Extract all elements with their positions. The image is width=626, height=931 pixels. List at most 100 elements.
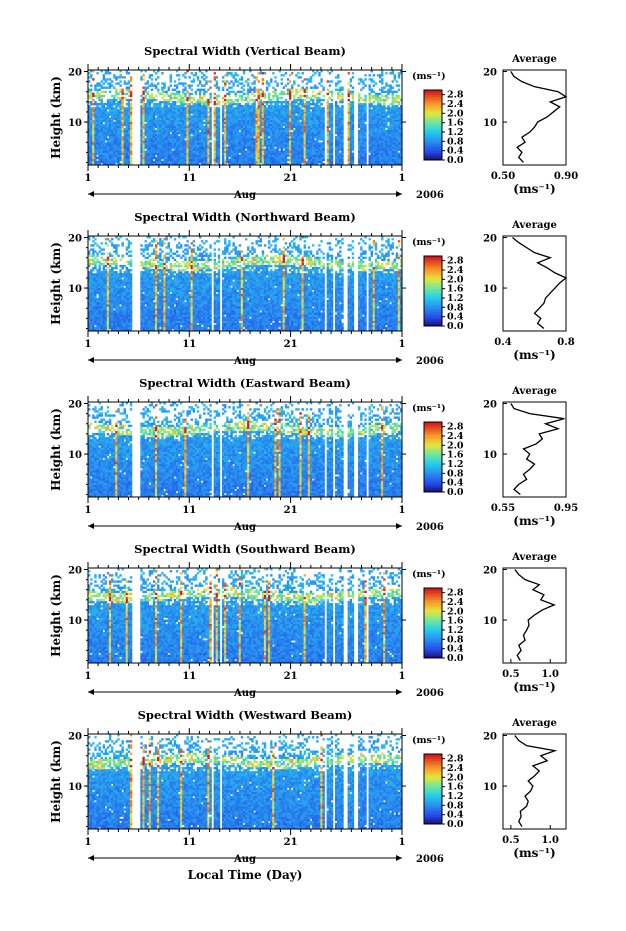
heatmap-cell	[295, 121, 298, 124]
heatmap-cell	[328, 119, 332, 122]
heatmap-frame	[87, 69, 403, 166]
heatmap-cell	[339, 80, 342, 83]
heatmap-cell	[201, 117, 204, 120]
heatmap-cell	[265, 156, 269, 160]
heatmap-cell	[320, 121, 323, 124]
heatmap-cell	[190, 162, 193, 166]
heatmap-cell	[360, 146, 363, 149]
heatmap-cell	[154, 125, 158, 129]
heatmap-cell	[121, 117, 124, 120]
heatmap-cell	[92, 162, 95, 166]
heatmap-cell	[378, 103, 382, 106]
heatmap-cell	[207, 142, 210, 145]
heatmap-cell	[215, 109, 219, 112]
heatmap-cell	[364, 136, 367, 139]
heatmap-cell	[230, 144, 233, 147]
heatmap-cell	[230, 119, 233, 122]
heatmap-cell	[270, 121, 273, 124]
heatmap-cell	[207, 111, 210, 114]
heatmap-cell	[368, 156, 371, 160]
heatmap-cell	[192, 160, 196, 164]
heatmap-cell	[301, 129, 304, 133]
heatmap-cell	[157, 121, 160, 124]
heatmap-cell	[100, 109, 103, 112]
heatmap-cell	[378, 92, 382, 96]
heatmap-cell	[96, 146, 99, 149]
heatmap-cell	[144, 90, 147, 94]
heatmap-cell	[249, 152, 252, 155]
heatmap-cell	[387, 131, 390, 135]
heatmap-cell	[117, 134, 120, 137]
heatmap-cell	[125, 158, 129, 162]
heatmap-cell	[374, 94, 378, 98]
heatmap-cell	[201, 123, 204, 127]
heatmap-cell	[125, 125, 129, 129]
heatmap-cell	[178, 162, 181, 166]
heatmap-cell	[247, 90, 250, 94]
heatmap-cell	[232, 131, 235, 135]
heatmap-cell	[142, 96, 145, 100]
heatmap-cell	[90, 74, 93, 77]
heatmap-cell	[171, 103, 175, 106]
heatmap-cell	[286, 150, 290, 153]
heatmap-cell	[127, 82, 131, 85]
heatmap-cell	[385, 156, 388, 160]
heatmap-cell	[201, 105, 204, 108]
heatmap-cell	[399, 142, 403, 145]
heatmap-cell	[387, 109, 390, 112]
heatmap-cell	[171, 119, 175, 122]
heatmap-cell	[106, 72, 110, 75]
heatmap-cell	[322, 134, 325, 137]
heatmap-cell	[111, 140, 114, 143]
heatmap-cell	[320, 107, 323, 110]
heatmap-cell	[280, 134, 283, 137]
heatmap-cell	[148, 136, 152, 139]
heatmap-cell	[148, 105, 152, 108]
heatmap-cell	[274, 105, 277, 108]
heatmap-cell	[393, 107, 397, 110]
heatmap-cell	[378, 121, 382, 124]
heatmap-cell	[393, 156, 397, 160]
heatmap-cell	[140, 76, 143, 79]
heatmap-cell	[293, 111, 296, 114]
heatmap-cell	[171, 162, 175, 166]
heatmap-cell	[280, 152, 283, 155]
heatmap-cell	[381, 109, 384, 112]
heatmap-cell	[247, 105, 250, 108]
heatmap-cell	[288, 125, 292, 129]
heatmap-cell	[90, 150, 93, 153]
heatmap-cell	[203, 84, 206, 87]
heatmap-cell	[111, 84, 114, 87]
heatmap-cell	[378, 125, 382, 129]
heatmap-cell	[337, 160, 340, 164]
heatmap-cell	[198, 156, 202, 160]
heatmap-cell	[94, 86, 97, 89]
heatmap-cell	[381, 113, 384, 116]
heatmap-cell	[257, 138, 260, 141]
heatmap-cell	[288, 136, 292, 139]
heatmap-cell	[159, 113, 162, 116]
heatmap-cell	[121, 152, 124, 155]
heatmap-cell	[245, 152, 248, 155]
heatmap-cell	[234, 154, 237, 158]
heatmap-cell	[119, 148, 122, 151]
heatmap-cell	[157, 162, 160, 166]
heatmap-cell	[201, 72, 204, 75]
heatmap-cell	[159, 136, 162, 139]
heatmap-cell	[236, 98, 240, 102]
heatmap-cell	[100, 107, 103, 110]
heatmap-cell	[291, 84, 294, 87]
heatmap-cell	[240, 131, 244, 135]
heatmap-cell	[209, 136, 212, 139]
heatmap-cell	[230, 86, 233, 89]
heatmap-cell	[226, 107, 229, 110]
heatmap-cell	[326, 103, 330, 106]
heatmap-cell	[395, 156, 399, 160]
heatmap-cell	[146, 138, 149, 141]
heatmap-cell	[127, 152, 131, 155]
heatmap-cell	[347, 105, 350, 108]
heatmap-cell	[142, 109, 145, 112]
heatmap-cell	[113, 100, 116, 104]
heatmap-cell	[330, 92, 334, 96]
heatmap-cell	[198, 158, 202, 162]
